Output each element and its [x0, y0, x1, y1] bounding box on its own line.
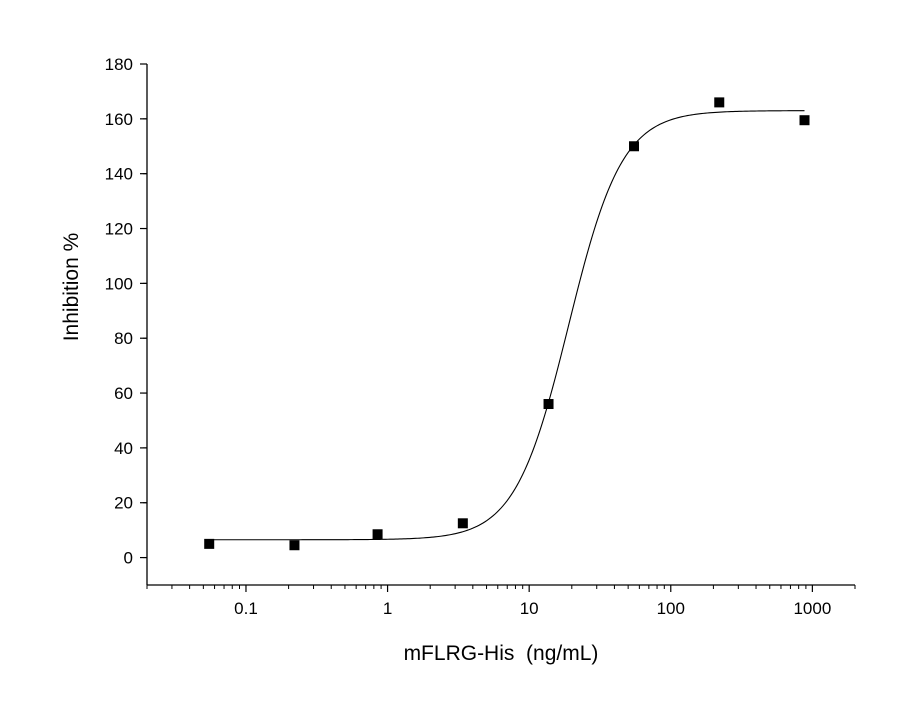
data-points — [204, 97, 810, 551]
y-tick-label: 120 — [105, 220, 133, 239]
x-tick-label: 100 — [657, 599, 685, 618]
y-tick-label: 80 — [114, 329, 133, 348]
data-point — [457, 518, 468, 529]
x-ticks: 0.1 1 10 100 1000 — [146, 585, 856, 618]
fit-curve — [209, 110, 805, 541]
data-point — [799, 115, 810, 126]
y-tick-label: 0 — [124, 549, 133, 568]
y-tick-label: 140 — [105, 165, 133, 184]
x-tick-label: 1 — [383, 599, 392, 618]
y-tick-label: 160 — [105, 110, 133, 129]
x-axis-title: mFLRG-His (ng/mL) — [404, 642, 599, 665]
y-tick-label: 60 — [114, 384, 133, 403]
data-point — [543, 399, 554, 410]
axes — [146, 64, 855, 586]
y-tick-label: 40 — [114, 439, 133, 458]
y-tick-label: 100 — [105, 274, 133, 293]
y-axis-title: Inhibition % — [60, 233, 83, 342]
x-tick-label: 0.1 — [234, 599, 258, 618]
data-point — [372, 529, 383, 540]
data-point — [629, 141, 640, 152]
y-tick-label: 20 — [114, 494, 133, 513]
data-point — [204, 538, 215, 549]
data-point — [714, 97, 725, 108]
x-tick-label: 1000 — [793, 599, 831, 618]
y-tick-label: 180 — [105, 55, 133, 74]
y-ticks: 0 20 40 60 80 100 120 140 160 180 — [105, 55, 147, 568]
x-tick-label: 10 — [520, 599, 539, 618]
data-point — [289, 540, 300, 551]
